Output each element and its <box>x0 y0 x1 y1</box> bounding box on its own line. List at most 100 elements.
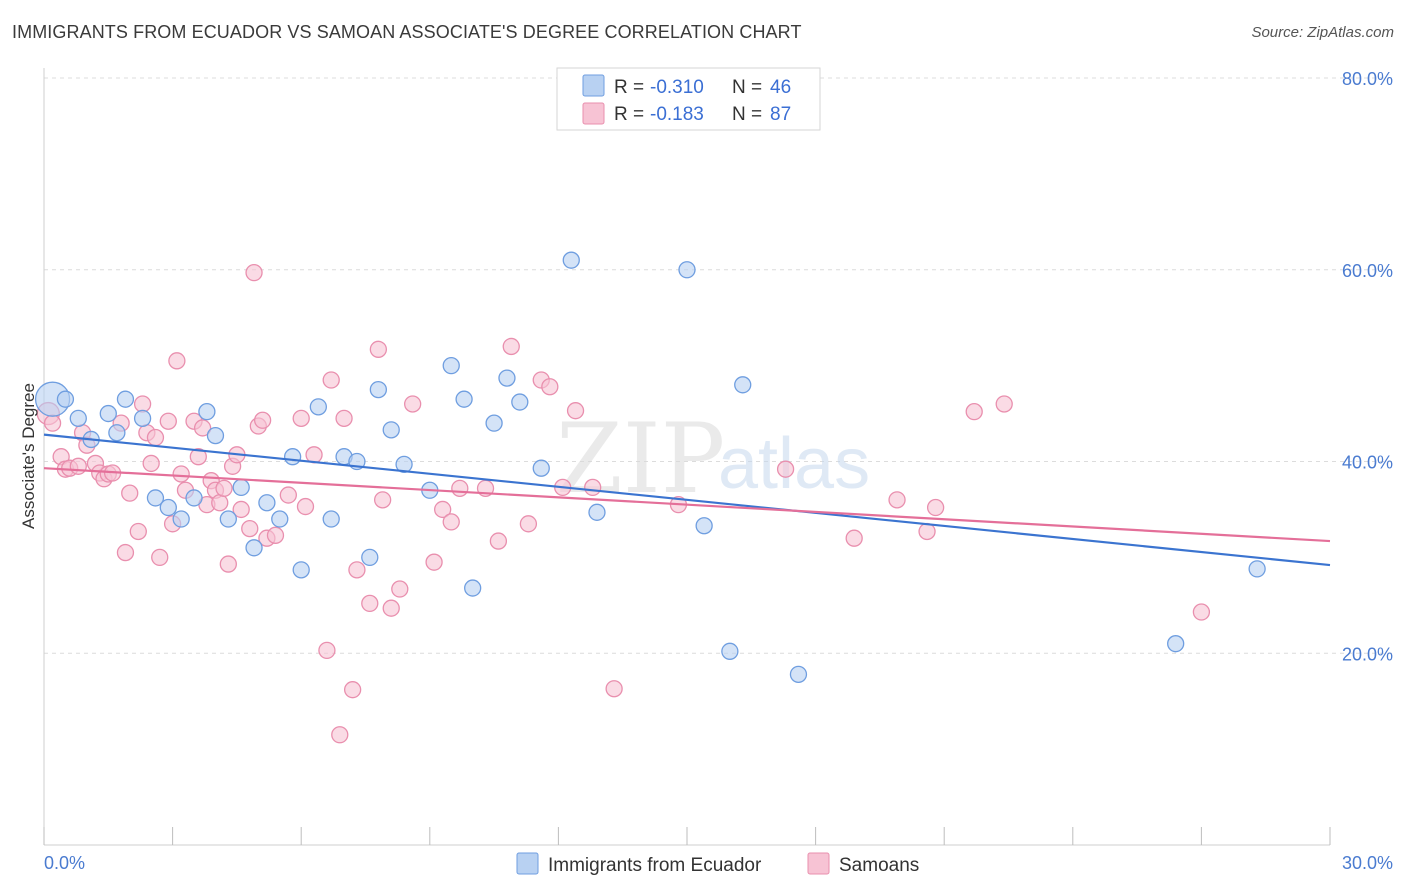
samoan-point-61 <box>425 553 443 571</box>
samoan-point-34 <box>215 479 233 497</box>
samoan-point-35 <box>219 555 237 573</box>
y-axis-label: Associate's Degree <box>19 383 38 529</box>
samoan-point-45 <box>279 486 297 504</box>
samoan-point-51 <box>331 726 349 744</box>
ecuador-point-41 <box>721 642 739 660</box>
samoan-point-5 <box>69 457 87 475</box>
samoan-point-1 <box>43 414 62 432</box>
ecuador-point-8 <box>146 489 165 507</box>
samoan-point-49 <box>318 641 336 660</box>
samoan-point-33 <box>211 494 229 512</box>
tick-labels: 20.0% 40.0% 60.0% 80.0% 0.0% 30.0% <box>44 69 1393 873</box>
samoan-point-80 <box>926 498 945 517</box>
samoan-point-53 <box>343 681 362 699</box>
legend-r-value-ecuador: -0.310 <box>650 77 704 98</box>
chart-source: Source: ZipAtlas.com <box>1251 24 1394 41</box>
ecuador-point-11 <box>185 489 203 507</box>
samoan-point-50 <box>322 371 340 389</box>
samoan-point-82 <box>995 395 1013 413</box>
ecuador-point-34 <box>498 369 516 387</box>
samoan-point-47 <box>296 497 315 516</box>
ecuador-point-12 <box>198 402 216 421</box>
legend-swatch-samoans <box>582 102 605 125</box>
samoan-point-24 <box>168 352 186 370</box>
samoan-point-64 <box>451 479 469 497</box>
ecuador-point-43 <box>789 665 808 683</box>
bottom-legend: Immigrants from Ecuador Samoans <box>516 852 919 876</box>
ecuador-point-27 <box>382 421 400 439</box>
samoan-point-56 <box>369 340 388 358</box>
legend-n-label-samoans: N = <box>732 104 762 125</box>
samoan-trend-line <box>43 467 1331 543</box>
ecuador-point-1 <box>56 390 75 408</box>
ecuador-point-7 <box>133 409 152 428</box>
samoan-point-54 <box>348 561 366 579</box>
ecuador-point-36 <box>532 459 550 477</box>
ecuador-point-13 <box>206 426 225 445</box>
samoan-point-58 <box>382 599 400 617</box>
y-tick-label-0: 20.0% <box>1342 644 1393 664</box>
y-tick-label-3: 80.0% <box>1342 69 1393 89</box>
ecuador-point-32 <box>464 579 482 597</box>
watermark-zip: ZIP <box>556 403 725 515</box>
ecuador-point-21 <box>309 398 327 416</box>
y-tick-label-2: 60.0% <box>1342 261 1393 281</box>
samoan-point-20 <box>146 428 165 447</box>
legend-r-label-samoans: R = <box>614 104 644 125</box>
ecuador-point-10 <box>172 510 190 528</box>
bottom-legend-label-samoans: Samoans <box>839 855 919 876</box>
ecuador-point-20 <box>292 561 310 579</box>
samoan-point-39 <box>241 519 259 538</box>
ecuador-point-6 <box>116 390 135 408</box>
samoan-point-77 <box>845 529 863 547</box>
samoan-point-70 <box>541 378 559 396</box>
ecuador-trend-line <box>43 433 1331 567</box>
bottom-legend-swatch-ecuador <box>516 852 539 875</box>
ecuador-point-45 <box>1248 560 1266 578</box>
samoan-point-44 <box>266 526 285 544</box>
ecuador-point-4 <box>99 404 117 423</box>
samoan-point-76 <box>776 460 795 478</box>
samoan-point-55 <box>361 594 379 613</box>
ecuador-point-39 <box>678 261 696 279</box>
samoan-point-17 <box>133 395 152 413</box>
legend-n-label-ecuador: N = <box>732 77 762 98</box>
ecuador-point-16 <box>245 539 263 557</box>
samoan-point-66 <box>489 532 508 550</box>
y-tick-label-1: 40.0% <box>1342 453 1393 473</box>
watermark-atlas: atlas <box>718 424 870 504</box>
ecuador-point-30 <box>442 356 460 375</box>
x-tick-label-1: 30.0% <box>1342 853 1393 873</box>
data-points <box>34 251 1266 744</box>
top-legend: R = -0.310 N = 46 R = -0.183 N = 87 <box>556 67 821 131</box>
samoan-point-83 <box>1192 603 1211 621</box>
samoan-point-73 <box>584 478 602 497</box>
ecuador-point-42 <box>734 376 752 394</box>
ecuador-point-14 <box>219 510 237 528</box>
samoan-point-14 <box>116 543 135 562</box>
samoan-point-22 <box>159 412 177 430</box>
samoan-point-59 <box>391 580 409 598</box>
samoan-point-52 <box>335 409 353 428</box>
x-tick-label-0: 0.0% <box>44 853 85 873</box>
samoan-point-60 <box>404 395 422 413</box>
ecuador-point-37 <box>562 251 580 269</box>
samoan-point-74 <box>605 680 623 698</box>
legend-r-value-samoans: -0.183 <box>650 104 704 125</box>
axes <box>43 68 1331 846</box>
ecuador-point-44 <box>1167 635 1185 653</box>
samoan-point-25 <box>172 465 190 483</box>
ecuador-point-9 <box>159 498 177 517</box>
legend-n-value-samoans: 87 <box>770 104 791 125</box>
ecuador-point-40 <box>695 517 713 535</box>
samoan-point-46 <box>292 409 310 428</box>
samoan-point-63 <box>442 513 460 531</box>
ecuador-point-18 <box>271 510 289 528</box>
samoan-point-67 <box>502 337 520 356</box>
samoan-point-72 <box>566 402 585 420</box>
ecuador-point-19 <box>283 448 302 466</box>
ecuador-point-5 <box>108 424 126 442</box>
ecuador-point-17 <box>258 494 276 512</box>
legend-n-value-ecuador: 46 <box>770 77 791 98</box>
